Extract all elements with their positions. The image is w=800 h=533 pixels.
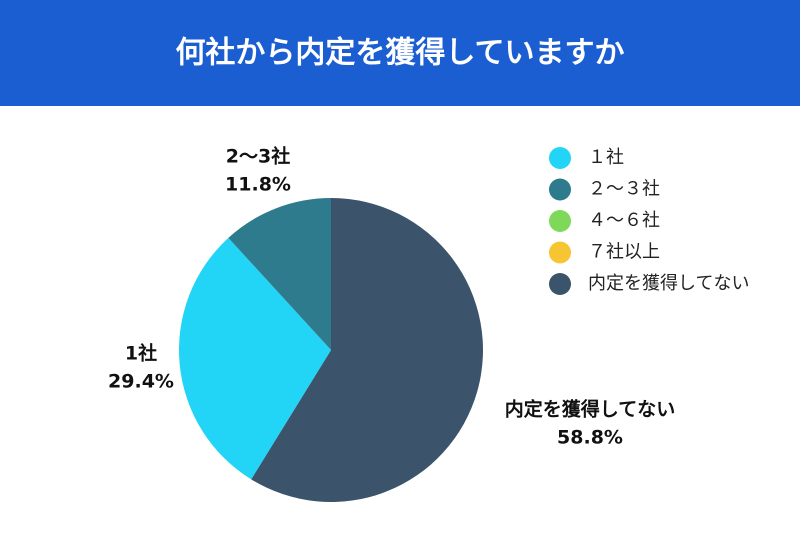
slice-label: 内定を獲得してない [505,398,675,421]
legend-label: １社 [588,147,624,168]
legend-label: 内定を獲得してない [588,273,749,294]
legend-swatch [549,273,571,295]
pie-slice [178,237,331,480]
header-bar [0,0,800,106]
pie-slice [228,198,331,350]
slice-value-label: 29.4% [108,371,174,393]
pie-slice [251,198,483,502]
legend-swatch [549,147,571,169]
legend-swatch [549,178,571,201]
chart-title: 何社から内定を獲得していますか [175,36,624,71]
legend-swatch [549,241,571,264]
legend-label: ２～３社 [588,179,660,200]
slice-value-label: 58.8% [557,427,623,449]
legend-swatch [549,210,571,232]
legend-label: ７社以上 [588,242,660,263]
slice-value-label: 11.8% [225,174,291,196]
slice-label: 2～3社 [226,145,290,168]
slice-label: 1社 [125,342,157,365]
legend-label: ４～６社 [588,210,660,231]
